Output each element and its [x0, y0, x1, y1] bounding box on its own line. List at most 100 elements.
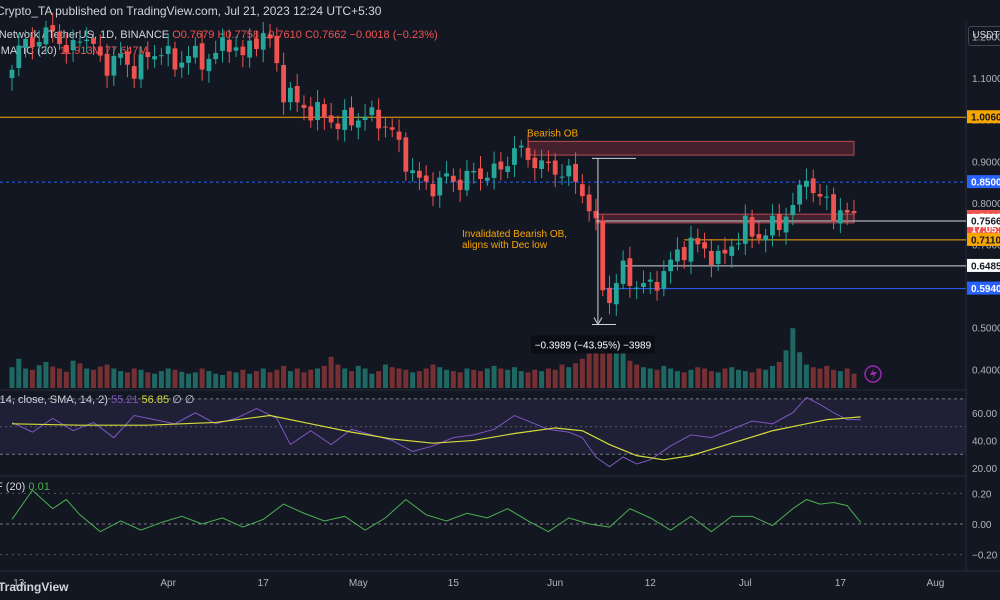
candle-body	[186, 55, 191, 63]
volume-bar	[253, 371, 259, 388]
volume-bar	[172, 369, 178, 388]
candle-body	[389, 127, 395, 130]
candle-body	[179, 62, 185, 68]
mfi-value: 0.01	[28, 481, 50, 493]
candle-body	[274, 35, 280, 64]
volume-bar	[281, 365, 287, 388]
volume-bar	[729, 367, 735, 388]
volume-bar	[152, 373, 158, 388]
candle-body	[484, 177, 490, 181]
volume-bar	[362, 368, 368, 388]
rsi-legend: (14, close, SMA, 14, 2) 55.21 56.85 ∅ ∅	[0, 393, 194, 406]
volume-bar	[29, 369, 35, 388]
candle-body	[566, 165, 572, 177]
invalidated-ob-label-1: Invalidated Bearish OB,	[462, 229, 567, 240]
volume-bar	[851, 373, 857, 388]
candle-body	[844, 209, 850, 213]
publish-banner: Crypto_TA published on TradingView.com, …	[0, 0, 1000, 22]
candle-body	[546, 161, 551, 163]
candle-body	[430, 183, 436, 197]
candle-body	[681, 247, 687, 261]
candle-body	[192, 45, 198, 58]
time-tick-label: 17	[835, 578, 847, 589]
ohlc-high: H0.7758	[217, 29, 260, 41]
volume-bar	[16, 358, 22, 388]
volume-bar	[491, 365, 497, 388]
candle-body	[851, 211, 857, 214]
rsi-ma-value: 56.85	[141, 394, 170, 406]
mfi-tick-label: 0.00	[972, 520, 992, 531]
candle-body	[308, 106, 314, 121]
candle-body	[763, 235, 769, 241]
candle-body	[783, 216, 789, 233]
candle-body	[23, 38, 28, 49]
volume-bar	[566, 367, 572, 388]
volume-bar	[50, 366, 56, 388]
candle-body	[647, 279, 653, 282]
volume-bar	[389, 367, 395, 388]
candle-body	[91, 38, 96, 44]
candle-body	[790, 205, 796, 216]
candle-body	[804, 180, 809, 187]
volume-bar	[511, 367, 517, 388]
volume-bar	[817, 368, 823, 388]
price-tag-label: 0.7566	[971, 216, 1000, 227]
volume-bar	[165, 368, 171, 388]
candle-body	[797, 184, 803, 205]
candle-body	[349, 107, 354, 126]
price-tick-label: 0.7000	[972, 241, 1000, 252]
candle-body	[552, 160, 558, 175]
mfi-label: F (20)	[0, 481, 26, 493]
price-tag-label: 1.0060	[971, 113, 1000, 124]
candle-body	[837, 210, 843, 224]
volume-bar	[640, 367, 646, 388]
volume-bar	[668, 368, 674, 388]
volume-label: - MATIC (20)	[0, 45, 57, 57]
volume-bar	[715, 372, 721, 388]
ohlc-open: O0.7679	[172, 29, 215, 41]
candle-body	[369, 107, 375, 116]
candle-body	[267, 34, 273, 39]
price-tag	[967, 258, 1000, 272]
candle-body	[410, 170, 416, 174]
volume-bar	[749, 372, 755, 388]
volume-bar	[607, 347, 613, 388]
candle-body	[715, 250, 721, 264]
candle-body	[695, 238, 701, 245]
volume-bar	[702, 368, 708, 388]
candle-body	[742, 215, 748, 244]
candle-body	[437, 177, 443, 196]
volume-bar	[124, 372, 130, 388]
volume-bar	[437, 367, 443, 388]
candle-body	[539, 160, 545, 169]
candle-body	[417, 170, 422, 178]
volume-bar	[756, 368, 762, 388]
invalidated-ob-label-2: aligns with Dec low	[462, 240, 548, 251]
candle-body	[444, 173, 449, 177]
volume-bar	[267, 372, 273, 388]
volume-bar	[240, 369, 246, 388]
volume-bar	[654, 369, 660, 388]
time-tick-label: Aug	[927, 578, 945, 589]
candle-body	[756, 234, 762, 239]
volume-bar	[613, 341, 619, 388]
candle-body	[831, 194, 836, 222]
mfi-legend: F (20) 0.01	[0, 481, 50, 493]
volume-bar	[532, 369, 538, 388]
mfi-tick-label: −0.20	[972, 551, 998, 562]
currency-button[interactable]: USDT	[968, 26, 1000, 46]
candle-body	[118, 53, 124, 58]
symbol-legend: TIC Network / TetherUS, 1D, BINANCE O0.7…	[0, 29, 438, 41]
price-tick-label: 0.9000	[972, 157, 1000, 168]
time-tick-label: 17	[258, 578, 270, 589]
volume-bar	[478, 371, 484, 388]
time-tick-label: 15	[448, 578, 460, 589]
candle-body	[824, 196, 830, 198]
candle-body	[729, 246, 735, 256]
volume-bar	[464, 368, 470, 388]
candle-body	[220, 37, 225, 51]
candle-body	[29, 37, 35, 48]
candle-body	[233, 47, 239, 51]
volume-bar	[600, 343, 606, 388]
candle-body	[450, 175, 456, 182]
